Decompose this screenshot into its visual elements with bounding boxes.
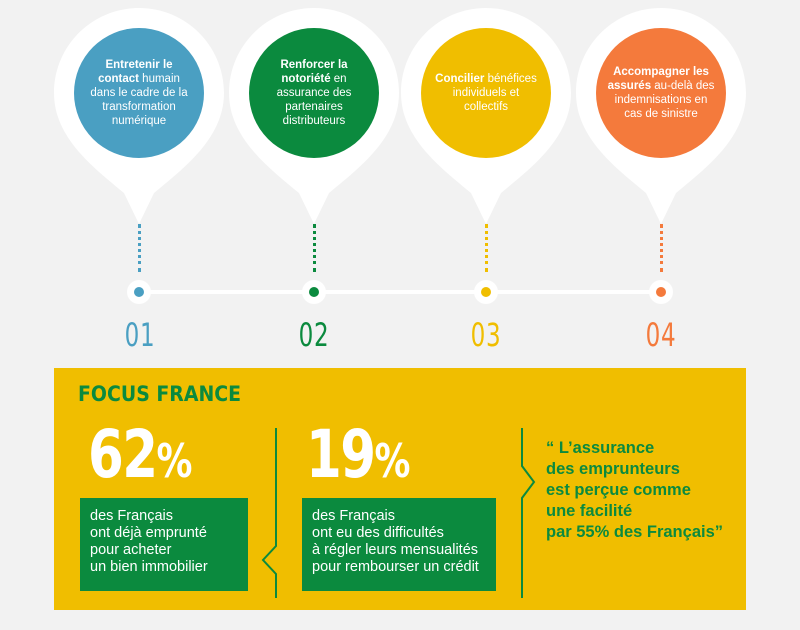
stat-2-line: pour rembourser un crédit <box>312 559 479 575</box>
stat-2-unit: % <box>374 434 411 488</box>
focus-title: FOCUS FRANCE <box>78 382 242 406</box>
divider-1 <box>261 428 277 598</box>
stat-1-line: un bien immobilier <box>90 559 208 575</box>
stat-1-line: ont déjà emprunté <box>90 525 207 541</box>
stat-2-box: des Français ont eu des difficultés à ré… <box>302 498 496 591</box>
pin-1-circle: Entretenir le contact humain dans le cad… <box>74 28 204 158</box>
pin-1-text: Entretenir le contact humain dans le cad… <box>90 59 188 127</box>
node-2-dot <box>309 287 319 297</box>
node-1-dot <box>134 287 144 297</box>
stat-1-line: pour acheter <box>90 542 172 558</box>
stem-2 <box>313 224 316 272</box>
step-number-1: 01 <box>124 316 156 354</box>
quote-line: une facilité <box>546 502 633 520</box>
pin-4-circle: Accompagner les assurés au-delà des inde… <box>596 28 726 158</box>
pin-2-text: Renforcer la notoriété en assurance des … <box>276 59 352 127</box>
quote-line: par 55% des Français” <box>546 523 724 541</box>
quote-line: “ L’assurance <box>546 439 655 457</box>
stat-2-value: 19% <box>306 420 411 496</box>
pin-2: Renforcer la notoriété en assurance des … <box>229 8 399 238</box>
divider-2 <box>521 428 536 598</box>
quote: “ L’assurance des emprunteurs est perçue… <box>546 438 736 543</box>
pin-3-text: Concilier bénéfices individuels et colle… <box>435 73 537 113</box>
quote-line: est perçue comme <box>546 481 691 499</box>
step-number-4: 04 <box>645 316 677 354</box>
timeline-line <box>140 290 662 294</box>
pin-3-circle: Concilier bénéfices individuels et colle… <box>421 28 551 158</box>
pin-3: Concilier bénéfices individuels et colle… <box>401 8 571 238</box>
pin-2-circle: Renforcer la notoriété en assurance des … <box>249 28 379 158</box>
stat-1-line: des Français <box>90 508 174 524</box>
node-2 <box>302 280 326 304</box>
step-number-3: 03 <box>470 316 502 354</box>
pins-timeline: Entretenir le contact humain dans le cad… <box>54 8 746 354</box>
stat-1-number: 62 <box>88 416 158 493</box>
node-1 <box>127 280 151 304</box>
stem-1 <box>138 224 141 272</box>
node-3 <box>474 280 498 304</box>
stat-1-unit: % <box>156 434 193 488</box>
stat-2-line: des Français <box>312 508 396 524</box>
stat-1-value: 62% <box>88 420 193 496</box>
node-4-dot <box>656 287 666 297</box>
node-3-dot <box>481 287 491 297</box>
stat-2-line: ont eu des difficultés <box>312 525 444 541</box>
pin-4: Accompagner les assurés au-delà des inde… <box>576 8 746 238</box>
node-4 <box>649 280 673 304</box>
focus-panel: FOCUS FRANCE 62% des Français ont déjà e… <box>54 368 746 610</box>
stat-2-number: 19 <box>306 416 376 493</box>
step-number-2: 02 <box>298 316 330 354</box>
stat-1-box: des Français ont déjà emprunté pour ache… <box>80 498 248 591</box>
pin-4-text: Accompagner les assurés au-delà des inde… <box>607 66 715 120</box>
pin-1: Entretenir le contact humain dans le cad… <box>54 8 224 238</box>
stem-3 <box>485 224 488 272</box>
stat-2-line: à régler leurs mensualités <box>312 542 479 558</box>
quote-line: des emprunteurs <box>546 460 680 478</box>
stem-4 <box>660 224 663 272</box>
